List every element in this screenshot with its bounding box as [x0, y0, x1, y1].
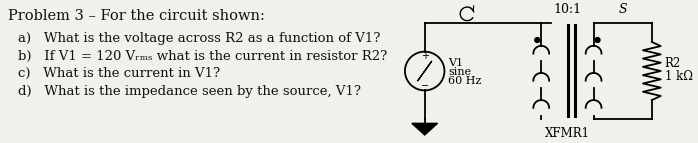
- Text: a)   What is the voltage across R2 as a function of V1?: a) What is the voltage across R2 as a fu…: [17, 32, 380, 45]
- Text: S: S: [618, 3, 627, 16]
- Polygon shape: [412, 123, 438, 135]
- Text: b)   If V1 = 120 Vᵣₘₛ what is the current in resistor R2?: b) If V1 = 120 Vᵣₘₛ what is the current …: [17, 50, 387, 63]
- Text: 60 Hz: 60 Hz: [448, 76, 482, 86]
- Text: +: +: [421, 51, 429, 61]
- Text: d)   What is the impedance seen by the source, V1?: d) What is the impedance seen by the sou…: [17, 85, 361, 98]
- Text: Problem 3 – For the circuit shown:: Problem 3 – For the circuit shown:: [8, 9, 265, 23]
- Text: c)   What is the current in V1?: c) What is the current in V1?: [17, 67, 220, 80]
- Text: R2: R2: [664, 57, 681, 70]
- Text: sine: sine: [448, 67, 472, 77]
- Text: V1: V1: [448, 58, 463, 68]
- Circle shape: [595, 38, 600, 42]
- Circle shape: [535, 38, 540, 42]
- Text: 1 kΩ: 1 kΩ: [664, 70, 692, 83]
- Text: −: −: [421, 81, 429, 91]
- Text: 10:1: 10:1: [554, 3, 581, 16]
- Text: XFMR1: XFMR1: [545, 127, 590, 140]
